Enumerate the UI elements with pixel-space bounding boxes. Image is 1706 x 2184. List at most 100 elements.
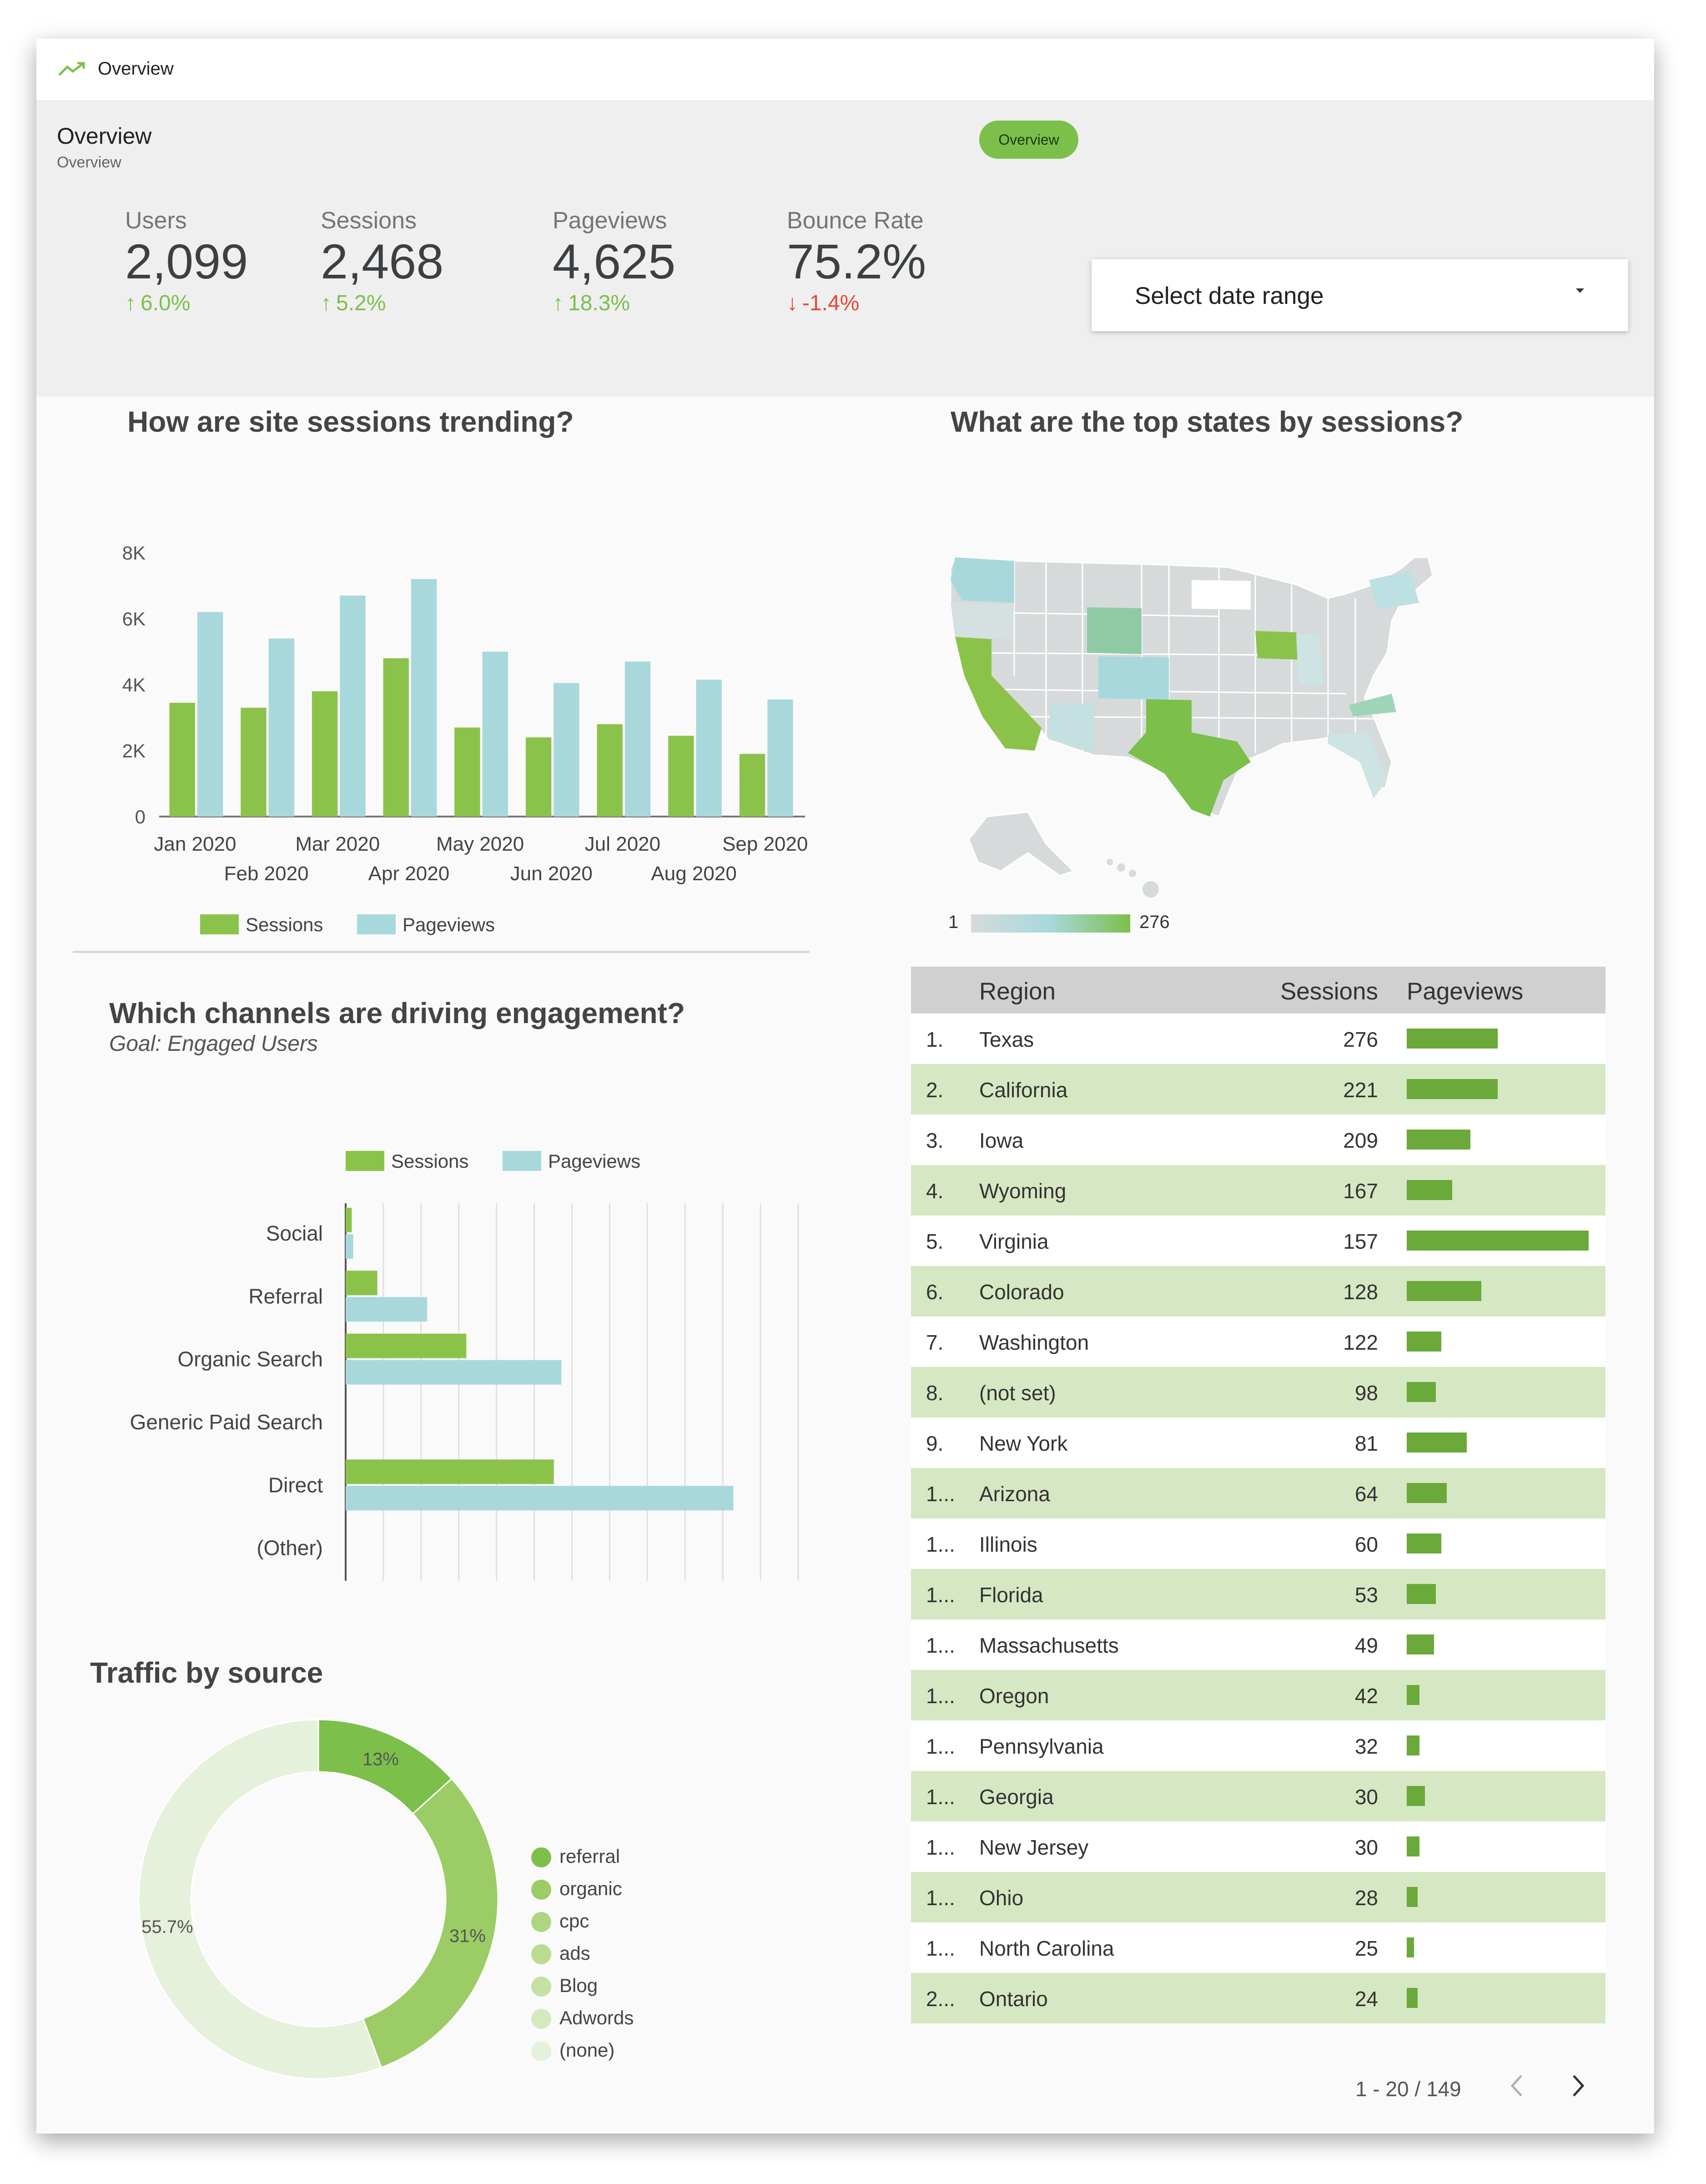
table-row[interactable]: 4. Wyoming 167 bbox=[911, 1165, 1605, 1216]
table-row[interactable]: 2... Ontario 24 bbox=[911, 1973, 1605, 2023]
legend-dot bbox=[531, 1880, 551, 1900]
dashboard-frame: Overview Overview Overview Overview User… bbox=[36, 39, 1654, 2134]
sessions-cell: 167 bbox=[1343, 1179, 1378, 1203]
kpi-label: Pageviews bbox=[553, 207, 667, 234]
pageviews-bar bbox=[1407, 1281, 1481, 1301]
table-row[interactable]: 2. California 221 bbox=[911, 1064, 1605, 1115]
texas-state bbox=[1128, 699, 1251, 817]
florida-state bbox=[1328, 732, 1387, 798]
region-cell: Texas bbox=[979, 1028, 1034, 1051]
table-row[interactable]: 6. Colorado 128 bbox=[911, 1266, 1605, 1316]
table-row[interactable]: 1... Massachusetts 49 bbox=[911, 1619, 1605, 1670]
table-row[interactable]: 9. New York 81 bbox=[911, 1417, 1605, 1468]
bar-pageviews bbox=[482, 651, 508, 817]
table-row[interactable]: 1... Georgia 30 bbox=[911, 1771, 1605, 1821]
page-tab-title[interactable]: Overview bbox=[98, 59, 174, 79]
legend-swatch-pageviews bbox=[357, 914, 396, 934]
sessions-cell: 28 bbox=[1354, 1886, 1378, 1910]
overview-pill-button[interactable]: Overview bbox=[979, 121, 1078, 159]
legend-label: organic bbox=[559, 1878, 622, 1899]
x-tick-label: Feb 2020 bbox=[224, 863, 309, 885]
kpi-value: 2,099 bbox=[125, 234, 248, 289]
pageviews-bar bbox=[1407, 1483, 1447, 1503]
category-label: Direct bbox=[268, 1473, 323, 1497]
table-row[interactable]: 1... Arizona 64 bbox=[911, 1468, 1605, 1518]
x-tick-label: Jan 2020 bbox=[154, 833, 236, 855]
kpi-delta: ↑ 6.0% bbox=[125, 291, 248, 316]
table-row[interactable]: 1... North Carolina 25 bbox=[911, 1922, 1605, 1973]
kpi-delta-value: -1.4% bbox=[802, 291, 860, 315]
row-index: 1... bbox=[926, 1886, 955, 1910]
sessions-cell: 30 bbox=[1354, 1785, 1378, 1809]
arrow-up-icon: ↑ bbox=[553, 291, 564, 315]
section-divider bbox=[73, 951, 810, 953]
donut-slice-organic bbox=[362, 1777, 499, 2068]
table-row[interactable]: 1... Pennsylvania 32 bbox=[911, 1720, 1605, 1771]
region-cell: Florida bbox=[979, 1583, 1043, 1607]
legend-dot bbox=[531, 1977, 551, 1997]
row-index: 1... bbox=[926, 1785, 955, 1809]
kpi-delta-value: 18.3% bbox=[568, 291, 630, 315]
region-cell: New Jersey bbox=[979, 1836, 1089, 1859]
top-regions-table: Region Sessions Pageviews 1. Texas 276 2. Ca… bbox=[911, 967, 1605, 2023]
region-cell: Ontario bbox=[979, 1987, 1048, 2011]
page-tab-bar: Overview bbox=[36, 39, 1654, 101]
virginia-state bbox=[1349, 694, 1396, 716]
kpi-delta: ↓ -1.4% bbox=[787, 291, 926, 316]
sessions-cell: 157 bbox=[1343, 1230, 1378, 1253]
kpi-delta: ↑ 18.3% bbox=[553, 291, 675, 316]
table-row[interactable]: 8. (not set) 98 bbox=[911, 1367, 1605, 1417]
header-sessions[interactable]: Sessions bbox=[1280, 978, 1378, 1005]
y-tick-label: 2K bbox=[122, 740, 146, 762]
hawaii-shape bbox=[1107, 859, 1159, 898]
category-label: (Other) bbox=[257, 1536, 323, 1560]
pageviews-bar bbox=[1407, 1180, 1452, 1200]
legend-label: Adwords bbox=[559, 2007, 634, 2028]
pageviews-bar bbox=[1407, 1079, 1498, 1099]
header-region[interactable]: Region bbox=[979, 978, 1056, 1005]
oregon-state bbox=[951, 603, 1014, 639]
sessions-cell: 25 bbox=[1354, 1937, 1378, 1960]
y-tick-label: 6K bbox=[122, 608, 146, 630]
kpi-delta-value: 6.0% bbox=[141, 291, 191, 315]
arrow-up-icon: ↑ bbox=[125, 291, 136, 315]
table-row[interactable]: 1... Oregon 42 bbox=[911, 1670, 1605, 1720]
legend-label: referral bbox=[559, 1846, 620, 1867]
table-row[interactable]: 1. Texas 276 bbox=[911, 1014, 1605, 1064]
x-tick-label: Sep 2020 bbox=[722, 833, 808, 855]
illinois-state bbox=[1296, 635, 1324, 685]
date-range-dropdown[interactable]: Select date range bbox=[1092, 259, 1628, 331]
region-cell: Washington bbox=[979, 1331, 1089, 1354]
table-row[interactable]: 1... New Jersey 30 bbox=[911, 1821, 1605, 1872]
chevron-right-icon[interactable] bbox=[1569, 2072, 1587, 2099]
kpi-delta: ↑ 5.2% bbox=[321, 291, 443, 316]
header-pageviews[interactable]: Pageviews bbox=[1407, 978, 1524, 1005]
pageviews-bar bbox=[1407, 1584, 1436, 1604]
table-row[interactable]: 1... Illinois 60 bbox=[911, 1518, 1605, 1569]
wyoming-state bbox=[1087, 607, 1142, 654]
sessions-cell: 209 bbox=[1343, 1129, 1378, 1152]
row-index: 5. bbox=[926, 1230, 944, 1253]
bar-sessions bbox=[597, 724, 623, 817]
region-cell: North Carolina bbox=[979, 1937, 1114, 1960]
chevron-left-icon[interactable] bbox=[1508, 2072, 1526, 2099]
pageviews-bar bbox=[1407, 1533, 1441, 1554]
x-tick-label: Aug 2020 bbox=[651, 863, 736, 885]
row-index: 2. bbox=[926, 1078, 944, 1102]
table-row[interactable]: 5. Virginia 157 bbox=[911, 1216, 1605, 1266]
x-tick-label: May 2020 bbox=[436, 833, 524, 855]
table-row[interactable]: 3. Iowa 209 bbox=[911, 1115, 1605, 1165]
row-index: 4. bbox=[926, 1179, 944, 1203]
us-states-map[interactable]: 1 bbox=[937, 525, 1583, 935]
south-dakota-state bbox=[1192, 580, 1251, 610]
pageviews-bar bbox=[1407, 1786, 1425, 1806]
row-index: 1... bbox=[926, 1482, 955, 1506]
table-row[interactable]: 1... Florida 53 bbox=[911, 1569, 1605, 1619]
row-index: 1... bbox=[926, 1836, 955, 1859]
bar-pageviews bbox=[696, 680, 722, 817]
report-header: Overview Overview Overview Users 2,099 ↑… bbox=[36, 100, 1654, 397]
kpi-users: Users 2,099 ↑ 6.0% bbox=[125, 207, 248, 316]
table-row[interactable]: 7. Washington 122 bbox=[911, 1316, 1605, 1367]
table-row[interactable]: 1... Ohio 28 bbox=[911, 1872, 1605, 1922]
kpi-value: 4,625 bbox=[553, 234, 676, 289]
